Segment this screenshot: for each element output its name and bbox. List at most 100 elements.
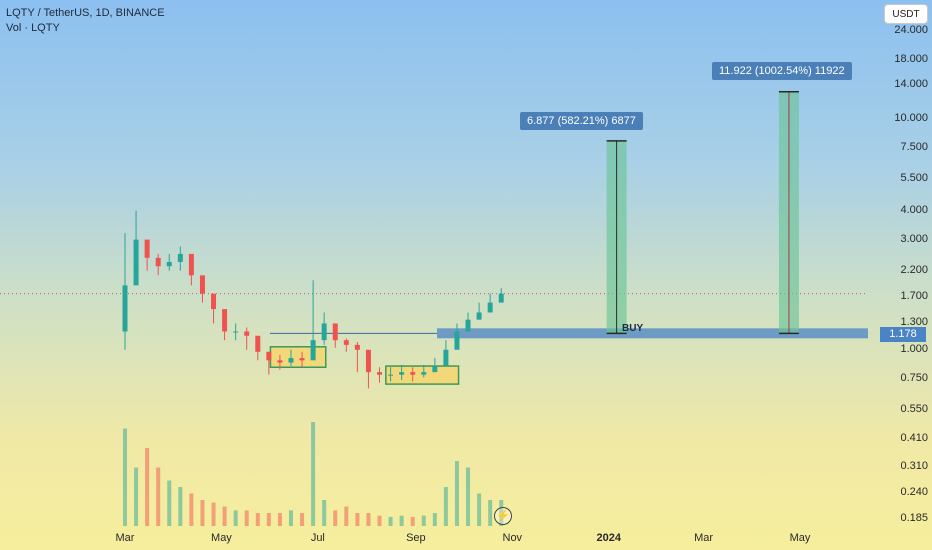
candle-body xyxy=(466,320,471,332)
candle-body xyxy=(211,294,216,309)
candle-body xyxy=(288,358,293,362)
candle-body xyxy=(366,350,371,372)
target1-label[interactable]: 6.877 (582.21%) 6877 xyxy=(520,112,643,130)
candle-body xyxy=(156,258,161,266)
candle-body xyxy=(200,275,205,293)
volume-bar xyxy=(311,422,315,526)
candle-body xyxy=(311,340,316,360)
candle-body xyxy=(167,262,172,266)
accumulation-box-2 xyxy=(386,366,459,384)
volume-bar xyxy=(433,513,437,526)
volume-bar xyxy=(322,500,326,526)
time-tick-label: May xyxy=(211,532,232,544)
candle-body xyxy=(488,303,493,313)
volume-bar xyxy=(256,513,260,526)
buy-zone xyxy=(437,328,868,338)
time-tick-label: 2024 xyxy=(596,532,620,544)
volume-bar xyxy=(145,448,149,526)
price-tick-label: 5.500 xyxy=(872,172,928,184)
volume-bar xyxy=(355,513,359,526)
candle-body xyxy=(244,331,249,335)
price-tick-label: 0.240 xyxy=(872,486,928,498)
volume-bar xyxy=(167,481,171,527)
volume-bar xyxy=(378,516,382,526)
volume-bar xyxy=(488,500,492,526)
candle-body xyxy=(255,336,260,352)
volume-bar xyxy=(344,507,348,527)
volume-bar xyxy=(178,487,182,526)
volume-bar xyxy=(411,517,415,526)
candle-body xyxy=(189,254,194,275)
price-tick-label: 0.410 xyxy=(872,432,928,444)
price-tick-label: 18.000 xyxy=(872,53,928,65)
current-price-tag: 1.178 xyxy=(880,327,926,342)
target2-label[interactable]: 11.922 (1002.54%) 11922 xyxy=(712,62,852,80)
candle-body xyxy=(377,372,382,375)
candle-body xyxy=(322,323,327,340)
symbol-title: LQTY / TetherUS, 1D, BINANCE xyxy=(6,7,165,20)
volume-bar xyxy=(245,510,249,526)
candle-body xyxy=(344,340,349,345)
time-tick-label: Sep xyxy=(406,532,426,544)
candle-body xyxy=(333,323,338,340)
volume-bar xyxy=(300,513,304,526)
volume-indicator-label[interactable]: Vol · LQTY xyxy=(6,22,165,35)
candle-body xyxy=(300,358,305,360)
candle-body xyxy=(410,372,415,375)
candle-body xyxy=(266,352,271,361)
volume-bar xyxy=(223,507,227,527)
buy-label: BUY xyxy=(622,323,643,334)
candle-body xyxy=(134,240,139,286)
price-tick-label: 0.185 xyxy=(872,512,928,524)
candle-body xyxy=(443,350,448,366)
price-tick-label: 3.000 xyxy=(872,233,928,245)
volume-bar xyxy=(466,468,470,527)
price-tick-label: 4.000 xyxy=(872,204,928,216)
candle-body xyxy=(233,331,238,332)
time-tick-label: Nov xyxy=(503,532,523,544)
time-tick-label: May xyxy=(790,532,811,544)
volume-bar xyxy=(366,513,370,526)
candle-body xyxy=(123,285,128,331)
candle-body xyxy=(222,309,227,331)
price-tick-label: 24.000 xyxy=(872,24,928,36)
candle-body xyxy=(499,294,504,303)
volume-bar xyxy=(333,510,337,526)
price-tick-label: 1.000 xyxy=(872,343,928,355)
price-tick-label: 0.310 xyxy=(872,460,928,472)
candle-body xyxy=(178,254,183,262)
volume-bar xyxy=(400,516,404,526)
volume-bar xyxy=(278,513,282,526)
time-tick-label: Mar xyxy=(694,532,713,544)
price-tick-label: 14.000 xyxy=(872,78,928,90)
price-tick-label: 1.700 xyxy=(872,290,928,302)
candle-body xyxy=(454,331,459,349)
candle-body xyxy=(388,375,393,376)
price-tick-label: 0.750 xyxy=(872,372,928,384)
volume-bar xyxy=(444,487,448,526)
volume-bar xyxy=(477,494,481,527)
volume-bar xyxy=(234,510,238,526)
volume-bar xyxy=(189,494,193,527)
candle-body xyxy=(432,366,437,372)
volume-bar xyxy=(123,429,127,527)
candle-body xyxy=(277,360,282,362)
candle-body xyxy=(145,240,150,258)
volume-bar xyxy=(389,517,393,526)
volume-bar xyxy=(289,510,293,526)
volume-bar xyxy=(212,503,216,526)
time-tick-label: Jul xyxy=(311,532,325,544)
tradingview-logo-icon[interactable]: ⚡ xyxy=(494,507,512,525)
volume-bar xyxy=(200,500,204,526)
candle-body xyxy=(421,372,426,375)
volume-bar xyxy=(422,516,426,526)
volume-bar xyxy=(156,468,160,527)
volume-bar xyxy=(267,513,271,526)
chart-header: LQTY / TetherUS, 1D, BINANCE Vol · LQTY xyxy=(6,7,165,35)
price-tick-label: 10.000 xyxy=(872,112,928,124)
volume-bar xyxy=(134,468,138,527)
candle-body xyxy=(355,345,360,350)
currency-button[interactable]: USDT xyxy=(884,4,928,24)
candle-body xyxy=(399,372,404,375)
